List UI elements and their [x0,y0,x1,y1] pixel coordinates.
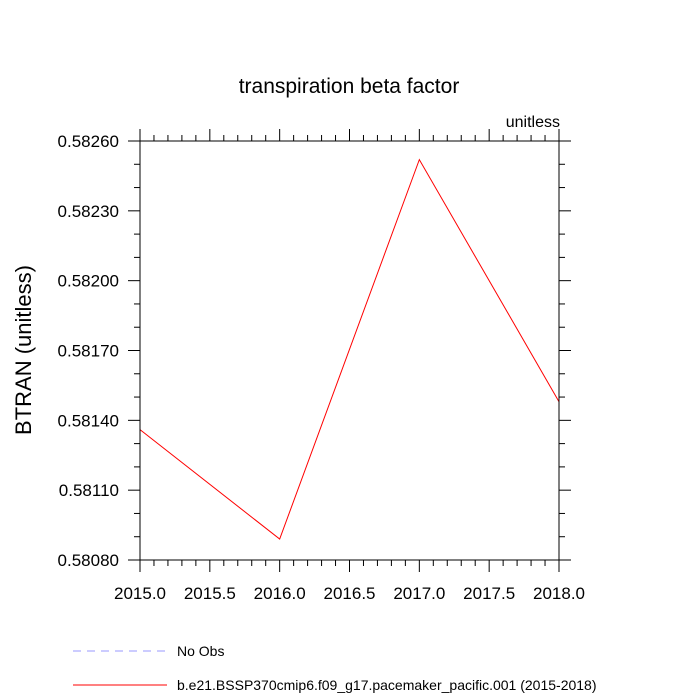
series-line-1 [139,158,560,540]
x-tick-label: 2015.5 [184,584,236,603]
x-tick-label: 2018.0 [533,584,585,603]
units-label: unitless [506,114,560,131]
x-tick-label: 2016.0 [254,584,306,603]
x-tick-label: 2017.0 [393,584,445,603]
legend-label-1: b.e21.BSSP370cmip6.f09_g17.pacemaker_pac… [177,677,597,693]
plot-frame [139,140,560,561]
legend: No Obs b.e21.BSSP370cmip6.f09_g17.pacemak… [73,643,597,693]
y-tick-label: 0.58230 [58,202,119,221]
series-layer [139,158,560,540]
chart-title: transpiration beta factor [239,75,460,98]
x-tick-label: 2016.5 [324,584,376,603]
y-tick-label: 0.58080 [58,551,119,570]
y-tick-labels: 0.58080 0.58110 0.58140 0.58170 0.58200 0.582… [58,132,119,570]
y-tick-label: 0.58170 [58,342,119,361]
y-tick-label: 0.58110 [59,481,119,500]
x-tick-labels: 2015.0 2015.5 2016.0 2016.5 2017.0 2017.5 2018… [114,584,585,603]
legend-label-0: No Obs [177,643,224,659]
y-tick-label: 0.58200 [58,272,119,291]
x-tick-label: 2015.0 [114,584,166,603]
y-tick-label: 0.58140 [58,411,119,430]
y-tick-label: 0.58260 [58,132,119,151]
x-tick-label: 2017.5 [463,584,515,603]
axis-ticks [128,129,571,572]
y-axis-label: BTRAN (unitless) [11,265,36,435]
